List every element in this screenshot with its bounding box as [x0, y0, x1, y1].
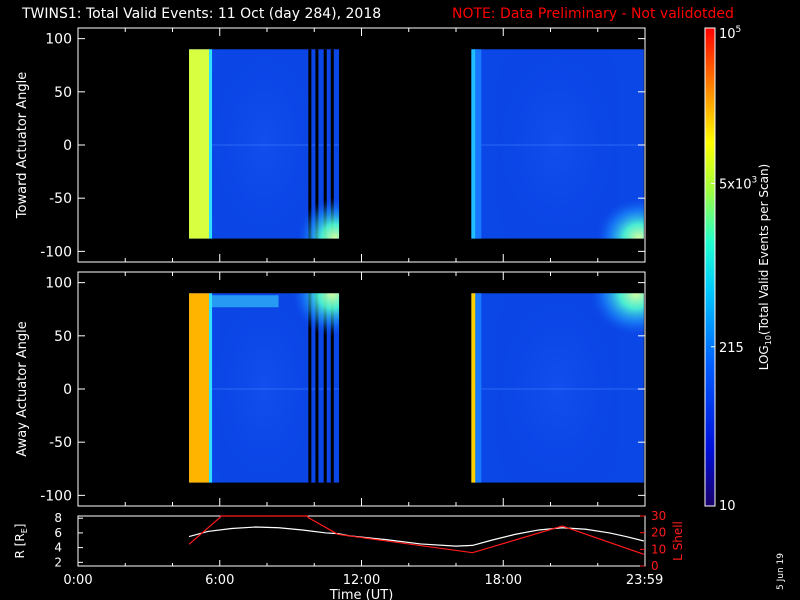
heatmap-edge-band — [471, 49, 476, 239]
y-axis-label: Away Actuator Angle — [15, 321, 30, 456]
heatmap-upper-band — [211, 295, 279, 308]
y-tick-label: -100 — [40, 488, 72, 504]
heatmap-edge-band — [471, 293, 476, 483]
colorbar-frame — [704, 27, 716, 507]
l-tick-label: 30 — [651, 509, 666, 523]
y-tick-label: -100 — [40, 244, 72, 260]
y-tick-label: 0 — [63, 138, 72, 154]
y-tick-label: 100 — [45, 32, 72, 48]
heatmap-enhancement — [592, 293, 644, 342]
colorbar-tick-label: 105 — [719, 25, 741, 42]
l-tick-label: 20 — [651, 526, 666, 540]
x-tick-label: 12:00 — [343, 573, 380, 588]
heatmap-gap — [308, 49, 312, 239]
x-tick-label: 23:59 — [626, 573, 663, 588]
colorbar: 10 215 5x103 105 LOG10(Total Valid Events pe… — [704, 25, 773, 514]
colorbar-tick-label: 5x103 — [719, 175, 757, 192]
date-stamp: 5 Jun 19 — [776, 553, 786, 590]
y-tick-label: 50 — [54, 329, 72, 345]
heatmap-gap — [315, 293, 319, 483]
heatmap-edge-band — [189, 293, 210, 483]
r-tick-label: 4 — [54, 541, 62, 555]
r-axis-label: R [RE] — [13, 524, 29, 559]
heatmap-gap — [330, 293, 334, 483]
r-series-line — [188, 526, 644, 547]
l-tick-label: 10 — [651, 542, 666, 556]
heatmap-enhancement — [294, 293, 340, 342]
colorbar-tick-label: 10 — [719, 499, 736, 514]
r-tick-label: 8 — [54, 511, 62, 525]
title-note: NOTE: Data Preliminary - Not validotded — [452, 6, 734, 22]
heatmap-enhancement — [297, 192, 340, 239]
heatmap-enhancement — [595, 192, 644, 239]
x-tick-label: 6:00 — [205, 573, 234, 588]
x-tick-label: 18:00 — [485, 573, 522, 588]
heatmap-edge-fringe — [475, 293, 482, 483]
r-tick-label: 6 — [54, 526, 62, 540]
title-main: TWINS1: Total Valid Events: 11 Oct (day … — [22, 6, 382, 22]
heatmap-edge-fringe — [475, 49, 482, 239]
heatmap-gap — [308, 293, 312, 483]
heatmap-gap — [330, 49, 334, 239]
heatmap-layer — [189, 49, 644, 483]
heatmap-edge-fringe — [209, 293, 213, 483]
chart-title: TWINS1: Total Valid Events: 11 Oct (day … — [0, 6, 800, 26]
heatmap-gap — [323, 293, 327, 483]
l-shell-series-line — [188, 515, 645, 555]
l-axis-label: L Shell — [671, 521, 685, 561]
heatmap-edge-band — [189, 49, 210, 239]
colorbar-label: LOG10(Total Valid Events per Scan) — [757, 164, 773, 371]
y-tick-label: 0 — [63, 382, 72, 398]
colorbar-tick-label: 215 — [719, 341, 744, 356]
l-tick-label: 0 — [651, 559, 659, 573]
y-tick-label: -50 — [49, 435, 72, 451]
x-axis-label: Time (UT) — [329, 588, 394, 600]
r-tick-label: 2 — [54, 555, 62, 569]
label-layer: Toward Actuator Angle Away Actuator Angle… — [13, 72, 685, 600]
y-axis-label: Toward Actuator Angle — [15, 72, 30, 219]
heatmap-gap — [315, 49, 319, 239]
heatmap-edge-fringe — [209, 49, 213, 239]
line-layer — [188, 515, 645, 555]
line-panel-frame — [77, 515, 646, 567]
x-tick-label: 0:00 — [63, 573, 92, 588]
y-tick-label: -50 — [49, 191, 72, 207]
y-tick-label: 100 — [45, 276, 72, 292]
heatmap-gap — [323, 49, 327, 239]
colorbar-gradient — [705, 28, 715, 506]
y-tick-label: 50 — [54, 85, 72, 101]
